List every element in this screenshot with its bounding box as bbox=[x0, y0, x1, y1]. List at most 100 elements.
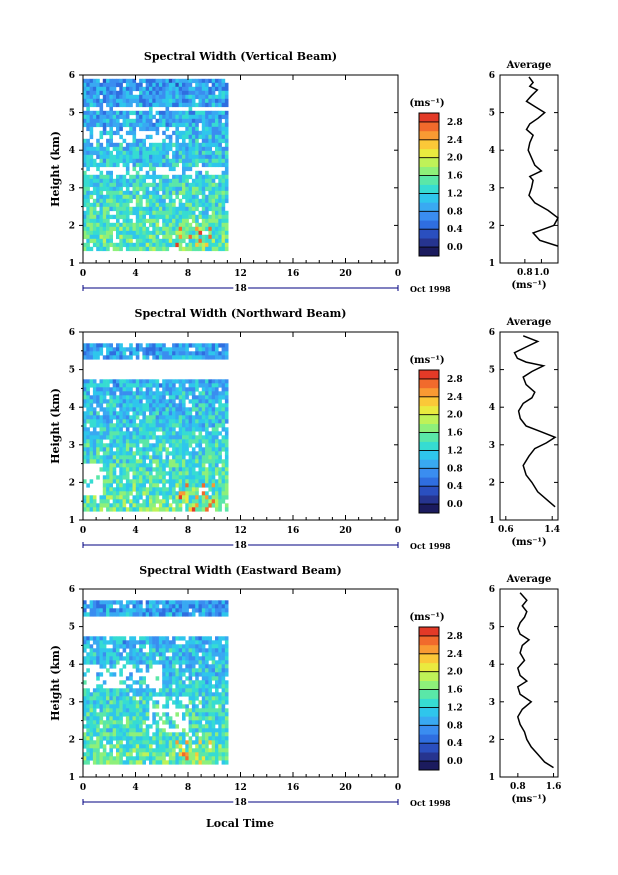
heatmap-cell bbox=[109, 724, 113, 729]
heatmap-cell bbox=[162, 744, 166, 749]
colorbar-level-label: 1.6 bbox=[447, 172, 463, 182]
heatmap-cell bbox=[145, 499, 150, 504]
heatmap-cell bbox=[221, 684, 226, 689]
heatmap-cell bbox=[129, 419, 133, 424]
heatmap-cell bbox=[142, 459, 146, 464]
heatmap-cell bbox=[201, 744, 206, 749]
heatmap-cell bbox=[224, 122, 229, 128]
heatmap-cell bbox=[201, 704, 206, 709]
heatmap-cell bbox=[158, 648, 163, 653]
heatmap-cell bbox=[129, 656, 133, 661]
heatmap-cell bbox=[168, 443, 173, 448]
heatmap-cell bbox=[96, 720, 100, 725]
colorbar-segment bbox=[419, 761, 439, 771]
heatmap-cell bbox=[155, 491, 160, 496]
heatmap-cell bbox=[205, 411, 209, 416]
heatmap-cell bbox=[208, 479, 212, 484]
heatmap-cell bbox=[162, 110, 166, 116]
colorbar-segment bbox=[419, 495, 439, 505]
heatmap-cell bbox=[195, 684, 199, 689]
heatmap-cell bbox=[168, 142, 173, 148]
heatmap-cell bbox=[106, 640, 110, 645]
heatmap-cell bbox=[168, 724, 173, 729]
heatmap-cell bbox=[99, 190, 104, 196]
heatmap-cell bbox=[175, 600, 179, 605]
heatmap-cell bbox=[162, 98, 166, 104]
heatmap-cell bbox=[96, 704, 100, 709]
x-tick-label: 20 bbox=[339, 269, 352, 279]
heatmap-cell bbox=[172, 415, 176, 420]
heatmap-cell bbox=[139, 447, 143, 452]
heatmap-cell bbox=[112, 495, 117, 500]
heatmap-cell bbox=[182, 736, 186, 741]
heatmap-cell bbox=[205, 198, 209, 204]
heatmap-cell bbox=[201, 387, 206, 392]
heatmap-cell bbox=[96, 230, 100, 236]
heatmap-cell bbox=[195, 688, 199, 693]
heatmap-cell bbox=[205, 146, 209, 152]
heatmap-cell bbox=[215, 78, 219, 84]
heatmap-cell bbox=[158, 447, 163, 452]
heatmap-cell bbox=[102, 636, 107, 641]
heatmap-cell bbox=[191, 700, 196, 705]
heatmap-cell bbox=[158, 451, 163, 456]
heatmap-cell bbox=[221, 114, 226, 120]
x-tick-label: 8 bbox=[185, 783, 191, 793]
heatmap-cell bbox=[224, 142, 229, 148]
heatmap-cell bbox=[106, 716, 110, 721]
heatmap-cell bbox=[99, 214, 104, 220]
heatmap-cell bbox=[89, 222, 94, 228]
average-frame bbox=[499, 331, 559, 521]
heatmap-cell bbox=[208, 118, 212, 124]
heatmap-cell bbox=[191, 138, 196, 144]
heatmap-cell bbox=[168, 435, 173, 440]
heatmap-cell bbox=[162, 399, 166, 404]
heatmap-cell bbox=[175, 122, 179, 128]
heatmap-cell bbox=[99, 704, 104, 709]
heatmap-cell bbox=[116, 495, 120, 500]
heatmap-cell bbox=[165, 455, 170, 460]
heatmap-cell bbox=[109, 636, 113, 641]
heatmap-cell bbox=[201, 351, 206, 356]
heatmap-cell bbox=[149, 202, 153, 208]
heatmap-cell bbox=[122, 640, 127, 645]
heatmap-cell bbox=[208, 708, 212, 713]
heatmap-cell bbox=[106, 724, 110, 729]
heatmap-cell bbox=[185, 395, 189, 400]
heatmap-cell bbox=[155, 86, 160, 92]
heatmap-cell bbox=[102, 230, 107, 236]
heatmap-cell bbox=[149, 479, 153, 484]
heatmap-cell bbox=[125, 94, 130, 100]
heatmap-cell bbox=[116, 415, 120, 420]
heatmap-cell bbox=[172, 154, 176, 160]
heatmap-cell bbox=[142, 206, 146, 212]
heatmap-cell bbox=[83, 740, 87, 745]
heatmap-cell bbox=[102, 178, 107, 184]
heatmap-cell bbox=[215, 206, 219, 212]
heatmap-cell bbox=[158, 419, 163, 424]
heatmap-cell bbox=[162, 756, 166, 761]
heatmap-cell bbox=[96, 604, 100, 609]
heatmap-cell bbox=[201, 174, 206, 180]
heatmap-cell bbox=[211, 503, 216, 508]
heatmap-cell bbox=[125, 198, 130, 204]
heatmap-cell bbox=[96, 447, 100, 452]
heatmap-cell bbox=[116, 752, 120, 757]
heatmap-cell bbox=[205, 134, 209, 140]
heatmap-cell bbox=[96, 242, 100, 248]
heatmap-cell bbox=[178, 459, 183, 464]
average-x-tick-label: 1.6 bbox=[546, 782, 562, 792]
heatmap-cell bbox=[205, 435, 209, 440]
heatmap-cell bbox=[182, 395, 186, 400]
heatmap-cell bbox=[125, 415, 130, 420]
heatmap-cell bbox=[83, 431, 87, 436]
heatmap-cell bbox=[129, 439, 133, 444]
heatmap-cell bbox=[102, 431, 107, 436]
heatmap-cell bbox=[158, 242, 163, 248]
heatmap-cell bbox=[162, 114, 166, 120]
heatmap-cell bbox=[119, 688, 123, 693]
heatmap-cell bbox=[149, 150, 153, 156]
heatmap-cell bbox=[112, 355, 117, 360]
colorbar-level-label: 0.8 bbox=[447, 464, 463, 474]
heatmap-cell bbox=[224, 696, 229, 701]
